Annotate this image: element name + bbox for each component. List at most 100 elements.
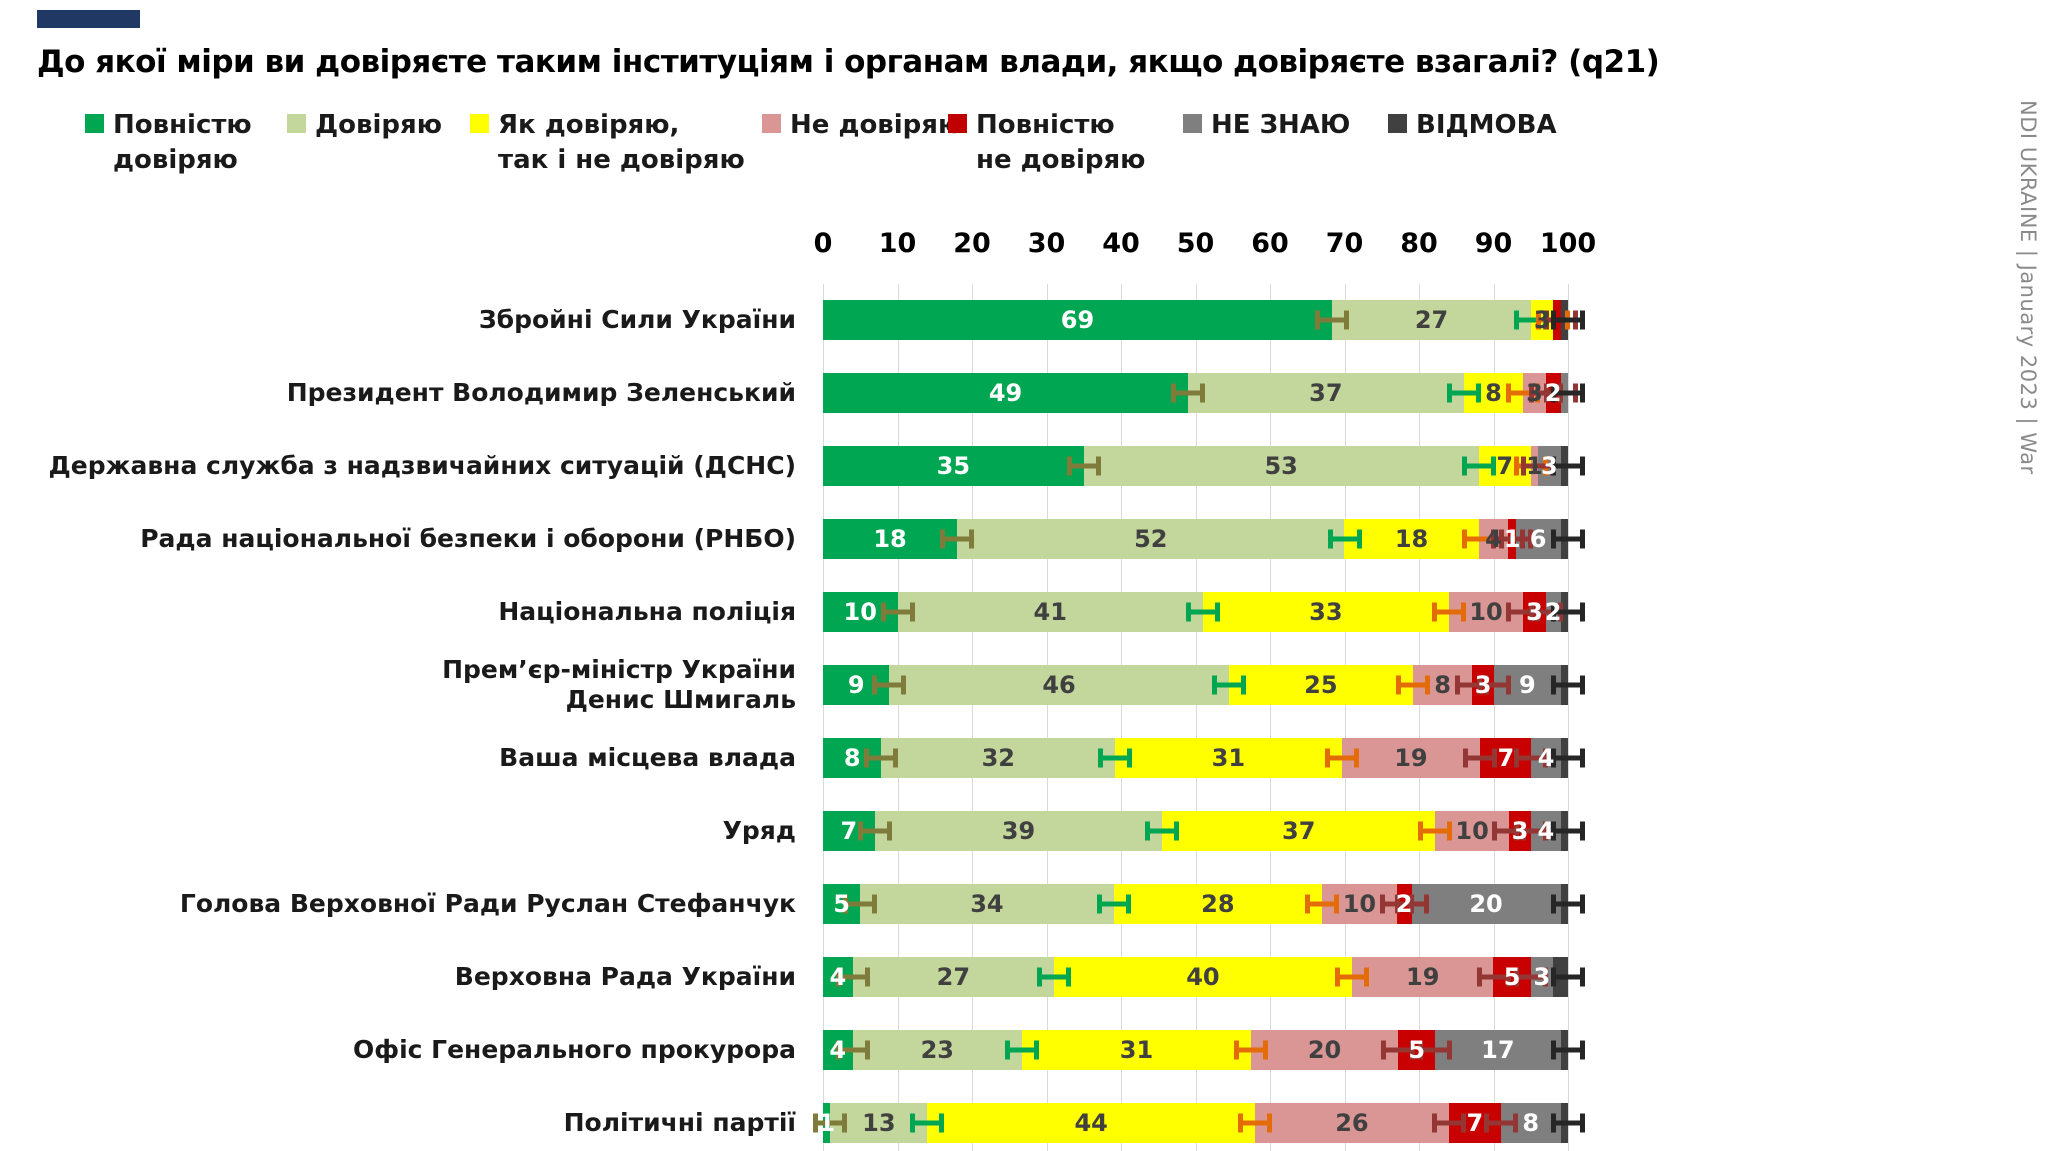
row-label: Уряд (722, 816, 796, 845)
segment-label: 17 (1481, 1036, 1515, 1064)
error-bar (835, 967, 870, 987)
segment-label: 3 (1474, 671, 1492, 699)
bar-segment: 19 (1341, 738, 1481, 778)
error-bar (1418, 1040, 1453, 1060)
error-bar (1171, 383, 1206, 403)
segment-label: 25 (1304, 671, 1338, 699)
legend-swatch-icon (85, 114, 104, 133)
bar-segment: 3 (1523, 373, 1546, 413)
segment-label: 8 (843, 744, 861, 772)
legend-item-1: Повністю довіряю (85, 108, 252, 178)
error-bar (1211, 675, 1246, 695)
segment-label: 3 (1533, 963, 1551, 991)
segment-label: 26 (1335, 1109, 1369, 1137)
segment-label: 46 (1042, 671, 1076, 699)
legend-swatch-icon (1183, 114, 1202, 133)
bar-segment: 2 (1544, 373, 1562, 413)
x-tick-label: 50 (1176, 228, 1215, 259)
error-bar (872, 675, 907, 695)
segment-label: 6 (1529, 525, 1547, 553)
row-bar: 10 41 33 10 3 2 (823, 592, 1585, 632)
row-label: Державна служба з надзвичайних ситуацій … (48, 451, 796, 480)
error-bar (1551, 894, 1585, 914)
chart-row: Президент Володимир Зеленський 49 37 8 3 2 (0, 373, 2048, 413)
bar-segment: 13 (830, 1103, 928, 1143)
error-bar (857, 821, 892, 841)
legend-label: НЕ ЗНАЮ (1211, 110, 1351, 140)
segment-label: 69 (1060, 306, 1095, 334)
row-label: Збройні Сили України (478, 305, 796, 334)
segment-label: 27 (936, 963, 971, 991)
bar-segment: 31 (1115, 738, 1342, 778)
segment-label: 32 (981, 744, 1015, 772)
segment-label: 53 (1264, 452, 1298, 480)
chart-row: Прем’єр-міністр України Денис Шмигаль 9 46… (0, 655, 2048, 714)
segment-label: 7 (840, 817, 858, 845)
x-tick-label: 70 (1325, 228, 1364, 259)
error-bar (1394, 894, 1429, 914)
bar-segment: 49 (823, 373, 1189, 413)
error-bar (1461, 456, 1496, 476)
segment-label: 52 (1134, 525, 1168, 553)
segment-label: 1 (818, 1109, 836, 1137)
bar-segment: 1 (1504, 519, 1520, 559)
bar-segment: 27 (1331, 300, 1532, 340)
bar-segment: 20 (1250, 1030, 1399, 1070)
row-bar: 4 23 31 20 5 17 (823, 1030, 1585, 1070)
segment-label: 4 (829, 1036, 847, 1064)
segment-label: 13 (862, 1109, 896, 1137)
segment-label: 5 (1408, 1036, 1426, 1064)
row-label: Прем’єр-міністр України Денис Шмигаль (442, 655, 796, 714)
bar-segment: 69 (823, 300, 1332, 340)
legend-label: ВІДМОВА (1416, 110, 1557, 140)
row-label: Президент Володимир Зеленський (286, 378, 796, 407)
gridline (1419, 284, 1420, 1151)
gridlines (823, 284, 1569, 1151)
bar-segment: 1 (818, 1103, 835, 1143)
segment-label: 10 (1455, 817, 1489, 845)
legend-item-7: ВІДМОВА (1388, 108, 1557, 143)
legend-item-4: Не довіряю (762, 108, 963, 143)
segment-label: 4 (1537, 744, 1555, 772)
legend-item-2: Довіряю (287, 108, 442, 143)
segment-label: 9 (1519, 671, 1536, 699)
error-bar (1463, 748, 1498, 768)
segment-label: 7 (1466, 1109, 1484, 1137)
bar-segment: 3 (1472, 665, 1495, 705)
bar-segment: 31 (1022, 1030, 1251, 1070)
error-bar (880, 602, 915, 622)
x-tick-label: 20 (953, 228, 991, 259)
gridline (1195, 284, 1197, 1151)
row-label: Голова Верховної Ради Руслан Стефанчук (179, 889, 796, 918)
segment-label: 37 (1309, 379, 1343, 407)
error-bar (1066, 456, 1101, 476)
legend-label: Не довіряю (790, 110, 964, 140)
error-bar (910, 1113, 945, 1133)
watermark: NDI UKRAINE | January 2023 | War (2016, 100, 2040, 475)
chart-row: Політичні партії 1 13 44 26 7 8 (0, 1103, 2048, 1143)
legend: Повністю довіряю Довіряю Як довіряю, так і… (0, 108, 2048, 198)
chart-row: Офіс Генерального прокурора 4 23 31 20 5 17 (0, 1030, 2048, 1070)
legend-item-3: Як довіряю, так і не довіряю (470, 108, 745, 178)
error-bar (1551, 529, 1585, 549)
legend-label: Довіряю (315, 110, 442, 140)
x-tick-label: 90 (1474, 228, 1513, 259)
segment-label: 2 (1544, 379, 1562, 407)
bar-segment: 52 (957, 519, 1345, 559)
bar-segment: 3 (1508, 811, 1532, 851)
chart-row: Уряд 7 39 37 10 3 4 (0, 811, 2048, 851)
segment-label: 8 (1485, 379, 1502, 407)
bar-segment: 2 (1396, 884, 1412, 924)
row-bar: 35 53 7 1 3 (823, 446, 1585, 486)
segment-label: 3 (1533, 306, 1551, 334)
bar-segment: 3 (1523, 592, 1546, 632)
segment-label: 40 (1186, 963, 1220, 991)
legend-swatch-icon (762, 114, 781, 133)
error-bar (843, 894, 878, 914)
legend-swatch-icon (1388, 114, 1407, 133)
segment-label: 7 (1496, 452, 1514, 480)
legend-item-5: Повністю не довіряю (948, 108, 1145, 178)
bar-segment: 19 (1351, 957, 1494, 997)
bar-segment: 3 (1530, 957, 1554, 997)
segment-label: 8 (1522, 1109, 1540, 1137)
